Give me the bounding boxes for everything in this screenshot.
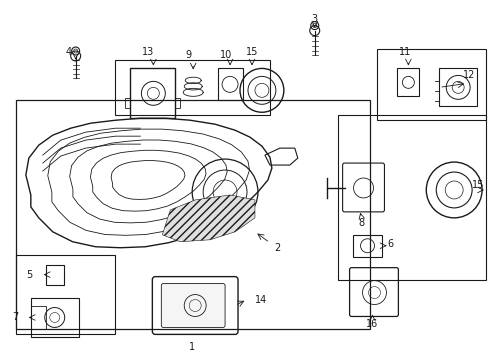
Bar: [377, 49, 485, 120]
Bar: [130, 68, 175, 118]
Text: 3: 3: [311, 14, 317, 24]
Bar: [438, 68, 476, 106]
Text: 16: 16: [366, 319, 378, 329]
Polygon shape: [162, 195, 254, 242]
Bar: [16, 100, 369, 329]
Bar: [337, 115, 485, 280]
Text: 11: 11: [398, 48, 411, 58]
Text: 6: 6: [386, 239, 393, 249]
Text: 15: 15: [471, 180, 483, 190]
Text: 10: 10: [220, 50, 232, 60]
FancyBboxPatch shape: [161, 284, 224, 328]
Text: 7: 7: [13, 312, 19, 323]
Bar: [352, 235, 382, 257]
Bar: [31, 298, 79, 337]
Bar: [175, 98, 180, 108]
Bar: [397, 68, 419, 96]
Text: 5: 5: [26, 270, 33, 280]
Bar: [115, 60, 269, 115]
Text: 12: 12: [462, 71, 474, 80]
Text: 8: 8: [358, 218, 364, 228]
Text: 14: 14: [254, 294, 266, 305]
Bar: [16, 255, 115, 334]
Text: 9: 9: [185, 50, 191, 60]
Text: 15: 15: [245, 48, 258, 58]
Text: 1: 1: [189, 342, 195, 352]
Bar: [125, 98, 130, 108]
Text: 4: 4: [65, 48, 72, 58]
Bar: [31, 306, 46, 329]
Text: 13: 13: [142, 48, 154, 58]
Bar: [218, 68, 243, 100]
Text: 2: 2: [274, 243, 281, 253]
Bar: [46, 265, 63, 285]
